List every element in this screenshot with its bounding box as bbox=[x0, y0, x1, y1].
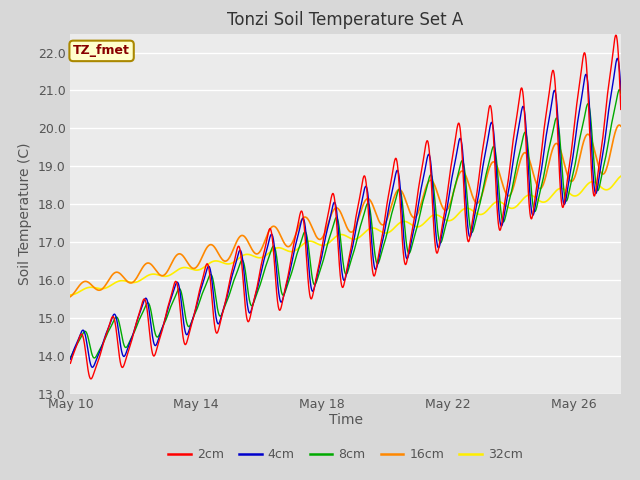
Y-axis label: Soil Temperature (C): Soil Temperature (C) bbox=[18, 143, 32, 285]
Text: TZ_fmet: TZ_fmet bbox=[73, 44, 130, 58]
X-axis label: Time: Time bbox=[328, 413, 363, 427]
Legend: 2cm, 4cm, 8cm, 16cm, 32cm: 2cm, 4cm, 8cm, 16cm, 32cm bbox=[163, 443, 528, 466]
Title: Tonzi Soil Temperature Set A: Tonzi Soil Temperature Set A bbox=[227, 11, 464, 29]
